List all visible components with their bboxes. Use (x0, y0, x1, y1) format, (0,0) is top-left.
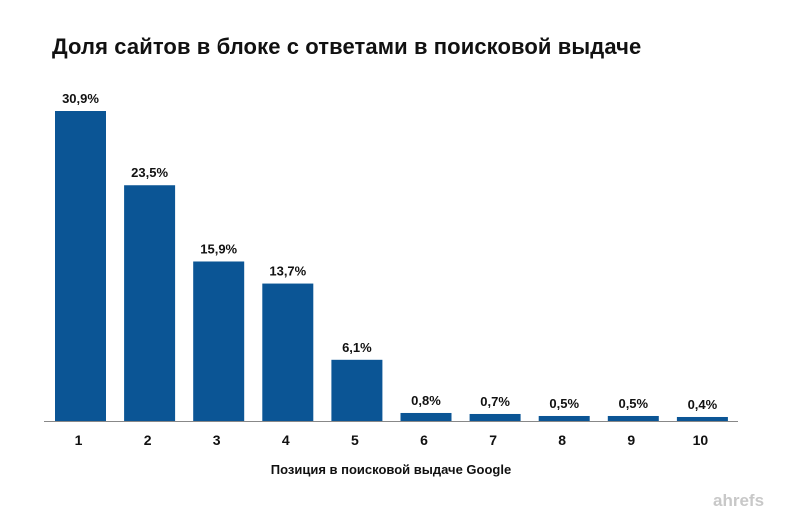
chart-title: Доля сайтов в блоке с ответами в поисков… (52, 34, 642, 59)
x-tick-8: 8 (558, 432, 566, 448)
bar-9 (607, 415, 659, 421)
x-tick-4: 4 (282, 432, 290, 448)
bar-5 (331, 359, 383, 421)
value-label-2: 23,5% (131, 165, 168, 180)
x-tick-labels-group: 1 2 3 4 5 6 7 8 9 10 (75, 432, 709, 448)
x-tick-6: 6 (420, 432, 428, 448)
bars-group (55, 111, 728, 421)
value-label-1: 30,9% (62, 91, 99, 106)
value-label-10: 0,4% (688, 397, 718, 412)
value-label-5: 6,1% (342, 340, 372, 355)
bar-1 (55, 111, 106, 421)
value-label-9: 0,5% (618, 396, 648, 411)
ahrefs-watermark: ahrefs (713, 491, 765, 510)
bar-4 (262, 283, 314, 421)
value-label-8: 0,5% (549, 396, 579, 411)
value-label-4: 13,7% (269, 264, 306, 279)
bar-10 (676, 416, 728, 421)
x-tick-3: 3 (213, 432, 221, 448)
x-tick-9: 9 (627, 432, 635, 448)
value-label-7: 0,7% (480, 394, 510, 409)
bar-2 (124, 185, 176, 421)
x-axis-title: Позиция в поисковой выдаче Google (271, 462, 511, 477)
value-label-3: 15,9% (200, 241, 237, 256)
value-labels-group: 30,9% 23,5% 15,9% 13,7% 6,1% 0,8% 0,7% 0,5% 0,5%… (62, 91, 718, 412)
x-tick-10: 10 (693, 432, 709, 448)
x-tick-7: 7 (489, 432, 497, 448)
bar-8 (538, 415, 590, 421)
value-label-6: 0,8% (411, 393, 441, 408)
x-tick-5: 5 (351, 432, 359, 448)
x-tick-2: 2 (144, 432, 152, 448)
x-tick-1: 1 (75, 432, 83, 448)
bar-6 (400, 412, 452, 421)
bar-3 (193, 261, 245, 421)
bar-7 (469, 413, 521, 421)
